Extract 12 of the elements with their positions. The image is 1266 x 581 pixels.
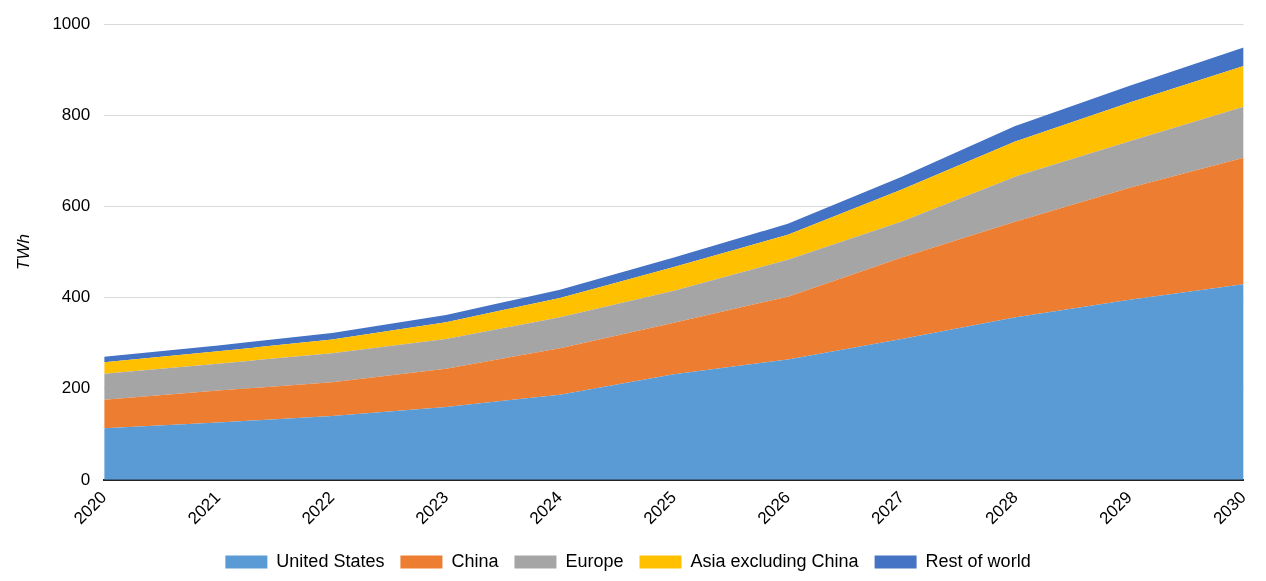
y-tick-label: 800 — [61, 105, 91, 125]
legend-label: Europe — [565, 550, 624, 571]
legend-label: United States — [276, 550, 385, 571]
legend-label: Asia excluding China — [690, 550, 860, 571]
y-tick-label: 600 — [61, 196, 91, 216]
legend-label: Rest of world — [925, 550, 1031, 571]
y-tick-label: 1000 — [52, 13, 91, 33]
y-tick-label: 400 — [61, 287, 91, 307]
y-tick-label: 200 — [61, 378, 91, 398]
y-tick-label: 0 — [80, 469, 91, 489]
legend-label: China — [451, 550, 500, 571]
y-axis-title: TWh — [13, 234, 33, 270]
